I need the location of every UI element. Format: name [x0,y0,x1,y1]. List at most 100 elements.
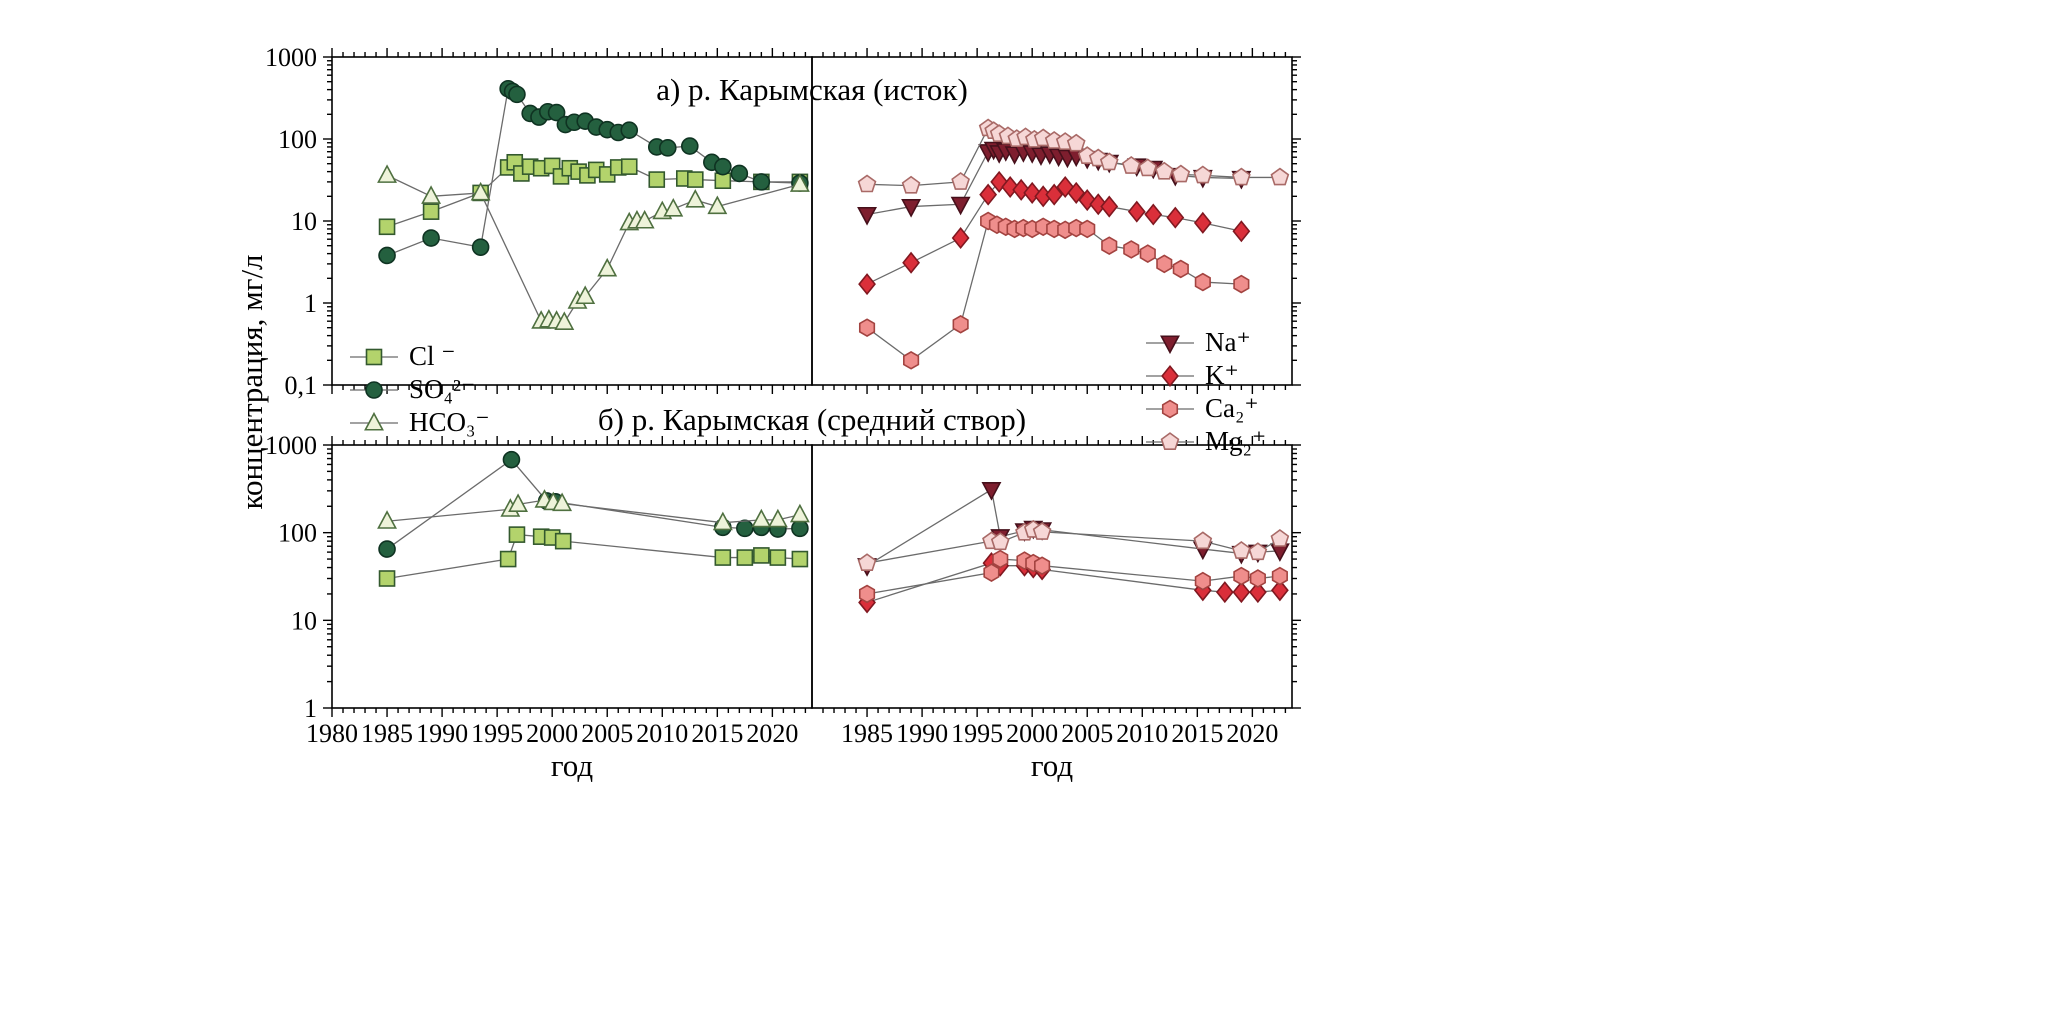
series-k [858,170,1251,296]
marker [552,492,573,512]
legend-item-label: HCO₃⁻ [409,407,490,437]
marker [1193,531,1213,550]
marker [1023,181,1042,204]
marker [901,175,921,194]
marker [1248,542,1268,561]
series-line [386,499,801,524]
marker [547,103,566,122]
marker [364,411,384,431]
marker [1154,161,1174,180]
axis-ticks [822,48,1301,394]
marker [753,547,770,564]
marker [1138,158,1158,177]
marker [1270,579,1289,602]
marker [1231,167,1251,186]
y-axis-label: концентрация, мг/л [234,254,269,510]
marker [1066,133,1086,152]
marker [714,549,732,566]
marker [1032,522,1052,540]
panel-border [811,444,1293,709]
x-tick-label: 2010 [1116,719,1168,748]
marker [1248,581,1267,604]
series-mg [857,118,1290,194]
marker [1121,156,1141,174]
legend-item-label: Na⁺ [1205,327,1251,357]
marker [789,173,810,192]
marker [378,540,396,558]
panel-border [331,444,813,709]
series-line [386,174,801,324]
x-tick-label: 1995 [951,719,1003,748]
marker [858,273,876,296]
marker [752,173,771,191]
marker [499,550,517,568]
marker [791,519,809,538]
marker [365,380,383,399]
y-tick-label: 1000 [265,43,317,72]
marker [1233,566,1250,586]
marker [990,532,1010,551]
marker [1144,203,1163,226]
marker [767,508,788,528]
marker [1215,581,1234,604]
x-tick-label: 2020 [746,719,798,748]
x-tick-label: 2015 [1171,719,1223,748]
marker [648,171,666,188]
panel-b-title: б) р. Карымская (средний створ) [597,402,1027,437]
marker [981,482,1002,501]
marker [1139,244,1156,263]
legend-cations: Na⁺ K⁺ Ca₂⁺ Mg₂⁺ [1144,326,1266,458]
marker [1270,529,1290,547]
marker [858,584,876,604]
marker [1045,183,1064,206]
x-tick-label: 1995 [471,719,523,748]
marker [470,181,491,201]
marker [1034,556,1051,576]
hco3-marker-icon [350,411,398,431]
marker [791,550,809,568]
marker [554,311,575,330]
marker [1101,236,1118,256]
panel-a-title: а) р. Карымская (исток) [656,72,968,107]
axis-ticks [323,48,807,394]
marker [714,172,732,190]
marker [378,246,396,265]
marker [554,532,572,550]
marker [658,139,677,157]
marker [421,185,442,204]
x-tick-label: 2020 [1226,719,1278,748]
marker [663,197,684,217]
marker [1270,167,1290,186]
series-line [866,558,1280,595]
marker [1193,211,1212,234]
axis-ticks [822,436,1301,717]
marker [979,183,998,206]
marker [1156,254,1173,274]
series-k [858,552,1289,614]
y-tick-label: 10 [291,606,317,635]
marker [1171,164,1191,183]
series-so4 [378,450,809,558]
k-marker-icon [1146,364,1194,387]
series-line [866,529,1281,564]
x-tick-label: 2005 [581,719,633,748]
x-axis-label-right: год [1030,748,1074,783]
x-tick-label: 2005 [1061,719,1113,748]
x-tick-label: 1990 [896,719,948,748]
marker [730,164,749,183]
marker [377,164,398,183]
series-mg [857,519,1290,572]
marker [1100,195,1119,218]
axis-tick-labels: 1000 100 10 1 0,1 [265,43,317,400]
series-ca [858,549,1288,604]
marker [378,218,396,236]
panel-b-cations: 1985 1990 1995 2000 2005 2010 2015 2020 [811,436,1301,748]
marker [508,85,526,104]
y-tick-label: 0,1 [285,371,318,400]
marker [707,195,728,215]
marker [1193,165,1213,184]
marker [685,188,706,208]
marker [736,519,754,538]
